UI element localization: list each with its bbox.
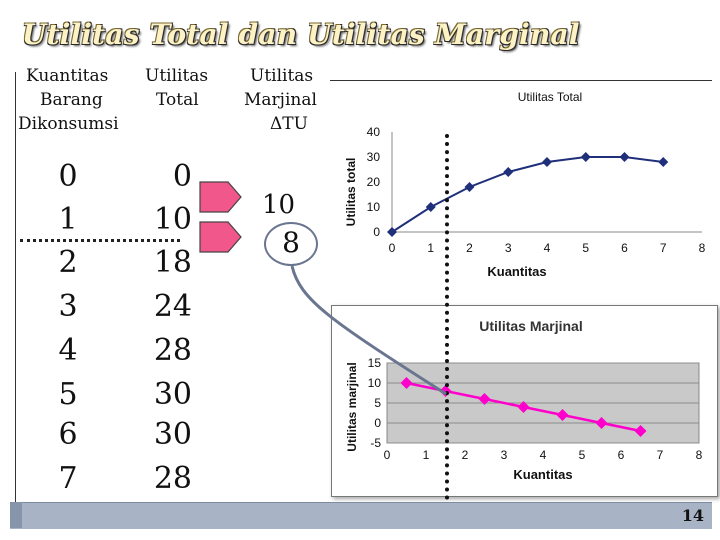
footer-bar bbox=[10, 502, 712, 529]
data-point bbox=[503, 167, 514, 177]
x-tick-label: 2 bbox=[466, 241, 473, 255]
header-mu-line3: ΔTU bbox=[270, 114, 308, 134]
data-point bbox=[542, 157, 552, 167]
x-tick-label: 8 bbox=[699, 241, 706, 255]
y-tick-label: 15 bbox=[368, 356, 382, 370]
x-tick-label: 4 bbox=[544, 241, 551, 255]
tu-value: 24 bbox=[153, 289, 192, 324]
tu-value: 0 bbox=[172, 159, 192, 194]
tu-value: 28 bbox=[153, 333, 192, 368]
series-line bbox=[391, 156, 664, 233]
y-tick-label: 5 bbox=[374, 396, 381, 410]
tu-value: 30 bbox=[153, 377, 192, 412]
data-point bbox=[517, 401, 530, 413]
header-qty-line3: Dikonsumsi bbox=[18, 114, 119, 134]
qty-value: 4 bbox=[58, 333, 78, 368]
data-point bbox=[580, 152, 591, 162]
tu-value: 10 bbox=[153, 202, 192, 237]
mu-value-1: 10 bbox=[262, 190, 296, 220]
arrow-shape-2 bbox=[199, 221, 242, 253]
dotted-separator bbox=[20, 239, 180, 242]
tu-value: 28 bbox=[153, 461, 192, 496]
x-tick-label: 5 bbox=[582, 241, 589, 255]
header-rule bbox=[330, 80, 712, 81]
marginal-utility-chart-frame bbox=[331, 305, 718, 497]
x-tick-label: 6 bbox=[621, 241, 628, 255]
qty-value: 6 bbox=[58, 417, 78, 452]
data-point bbox=[556, 409, 569, 421]
data-point bbox=[619, 152, 630, 162]
qty-value: 1 bbox=[58, 202, 78, 237]
header-tu-line1: Utilitas bbox=[145, 66, 209, 86]
x-tick-label: 2 bbox=[462, 448, 469, 462]
qty-value: 3 bbox=[58, 289, 78, 324]
data-point bbox=[425, 202, 436, 212]
data-point bbox=[478, 393, 491, 405]
y-tick-label: 10 bbox=[367, 200, 381, 214]
mu-value-2-circled: 8 bbox=[264, 222, 318, 266]
slide-title: Utilitas Total dan Utilitas Marginal bbox=[22, 18, 580, 51]
chart-title: Utilitas Marjinal bbox=[479, 318, 582, 334]
x-tick-label: 8 bbox=[696, 448, 703, 462]
y-tick-label: 30 bbox=[367, 150, 381, 164]
y-tick-label: 20 bbox=[367, 175, 381, 189]
x-tick-label: 1 bbox=[427, 241, 434, 255]
x-tick-label: 6 bbox=[618, 448, 625, 462]
header-tu-line2: Total bbox=[156, 90, 199, 110]
x-tick-label: 7 bbox=[657, 448, 664, 462]
y-tick-label: 40 bbox=[367, 125, 381, 139]
header-mu-line2: Marjinal bbox=[244, 90, 317, 110]
tu-value: 18 bbox=[153, 245, 192, 280]
vertical-dotted-guide bbox=[445, 134, 449, 500]
x-tick-label: 7 bbox=[660, 241, 667, 255]
qty-value: 0 bbox=[58, 159, 78, 194]
x-tick-label: 3 bbox=[505, 241, 512, 255]
qty-value: 5 bbox=[58, 377, 78, 412]
tu-value: 30 bbox=[153, 417, 192, 452]
header-qty-line2: Barang bbox=[40, 90, 103, 110]
header-mu-line1: Utilitas bbox=[250, 66, 314, 86]
header-qty-line1: Kuantitas bbox=[26, 66, 109, 86]
y-tick-label: 10 bbox=[368, 376, 382, 390]
x-axis-label: Kuantitas bbox=[513, 467, 572, 482]
data-point bbox=[387, 227, 397, 237]
chart-title: Utilitas Total bbox=[518, 90, 582, 104]
x-tick-label: 3 bbox=[501, 448, 508, 462]
left-border-line bbox=[15, 72, 16, 502]
footer-accent bbox=[10, 502, 22, 528]
x-tick-label: 0 bbox=[384, 448, 391, 462]
qty-value: 7 bbox=[58, 461, 78, 496]
x-tick-label: 4 bbox=[540, 448, 547, 462]
y-tick-label: -5 bbox=[370, 436, 381, 450]
y-tick-label: 0 bbox=[373, 225, 380, 239]
y-axis-label: Utilitas total bbox=[344, 158, 358, 227]
x-axis-label: Kuantitas bbox=[487, 264, 546, 279]
data-point bbox=[658, 157, 669, 167]
data-point bbox=[464, 182, 475, 192]
y-tick-label: 0 bbox=[374, 416, 381, 430]
total-utility-chart: Utilitas Total 0 10 20 30 40 0 1 2 3 4 5 6 7 8 Kuantita… bbox=[330, 82, 720, 296]
data-point bbox=[634, 425, 647, 437]
data-point bbox=[595, 417, 608, 429]
y-axis-label: Utilitas marjinal bbox=[345, 362, 359, 451]
arrow-shapes bbox=[199, 181, 242, 253]
x-tick-label: 1 bbox=[423, 448, 430, 462]
x-tick-label: 5 bbox=[579, 448, 586, 462]
page-number: 14 bbox=[681, 506, 704, 525]
x-tick-label: 0 bbox=[389, 241, 396, 255]
qty-value: 2 bbox=[58, 245, 78, 280]
arrow-shape-1 bbox=[199, 181, 242, 213]
